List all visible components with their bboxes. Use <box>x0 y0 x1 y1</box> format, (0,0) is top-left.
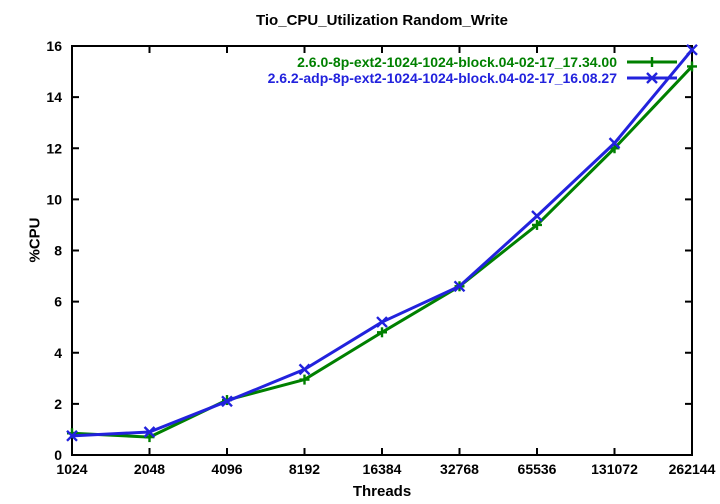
x-tick-label: 1024 <box>56 461 87 477</box>
x-tick-label: 131072 <box>591 461 638 477</box>
cross-marker <box>531 210 543 222</box>
y-tick-label: 12 <box>46 140 62 156</box>
legend-label-0: 2.6.0-8p-ext2-1024-1024-block.04-02-17_1… <box>297 54 617 70</box>
x-axis-label: Threads <box>352 483 412 500</box>
cross-marker <box>686 43 698 56</box>
legend-label-1: 2.6.2-adp-8p-ext2-1024-1024-block.04-02-… <box>267 70 617 86</box>
series-line-1 <box>70 48 694 438</box>
cross-marker <box>453 280 466 293</box>
legend-item: 2.6.2-adp-8p-ext2-1024-1024-block.04-02-… <box>268 70 677 86</box>
plot-border <box>71 45 693 456</box>
series-line-0 <box>70 64 694 439</box>
y-tick-label: 4 <box>54 345 62 361</box>
x-tick-label: 262144 <box>669 461 716 477</box>
x-tick-label: 32768 <box>440 461 479 477</box>
plus-marker <box>687 61 697 72</box>
cross-marker <box>66 429 78 442</box>
plus-marker <box>377 327 387 338</box>
x-axis-ticks: 1024 2048 4096 8192 16384 32768 65536 131072 262… <box>56 46 716 477</box>
plus-marker <box>144 432 155 443</box>
chart-title: Tio_CPU_Utilization Random_Write <box>256 12 508 29</box>
legend-sample-1 <box>627 72 677 84</box>
y-tick-label: 10 <box>46 191 62 207</box>
plus-marker <box>532 219 542 230</box>
y-tick-label: 0 <box>54 447 62 463</box>
x-tick-label: 16384 <box>363 461 402 477</box>
x-tick-label: 2048 <box>134 461 165 477</box>
legend-sample-0 <box>627 57 677 67</box>
plus-marker <box>647 57 657 67</box>
x-tick-label: 8192 <box>289 461 320 477</box>
series-0 <box>67 61 697 443</box>
x-tick-label: 4096 <box>211 461 242 477</box>
cross-marker <box>376 316 388 328</box>
y-axis-ticks: 0 2 4 6 8 10 12 14 16 <box>46 38 692 463</box>
y-tick-label: 2 <box>54 396 62 412</box>
y-tick-label: 6 <box>54 294 62 310</box>
legend-item: 2.6.0-8p-ext2-1024-1024-block.04-02-17_1… <box>268 54 677 70</box>
x-tick-label: 65536 <box>518 461 557 477</box>
y-tick-label: 14 <box>46 89 62 105</box>
cross-marker <box>143 426 156 438</box>
cross-marker <box>298 363 311 376</box>
plus-marker <box>299 374 310 385</box>
y-tick-label: 8 <box>54 243 62 259</box>
cross-marker <box>221 395 233 408</box>
legend: 2.6.0-8p-ext2-1024-1024-block.04-02-17_1… <box>268 54 677 86</box>
cross-marker <box>608 137 621 149</box>
cross-marker <box>646 72 658 84</box>
y-tick-label: 16 <box>46 38 62 54</box>
series-1 <box>66 43 698 442</box>
